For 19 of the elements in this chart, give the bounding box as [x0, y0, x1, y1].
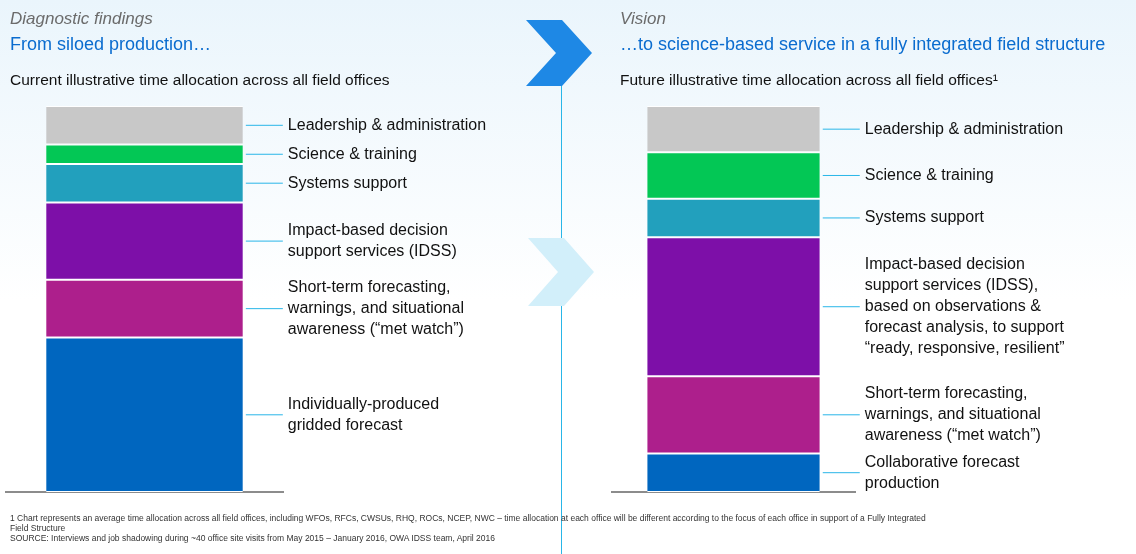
chart-title: Vision	[620, 9, 666, 29]
source-note: SOURCE: Interviews and job shadowing during ~40 office site visits from May 2015 – January 2016, OWA IDSS team, April 2016	[10, 533, 496, 543]
chart-title: Diagnostic findings	[10, 9, 153, 29]
text: Systems support	[287, 173, 408, 191]
text: Short-term forecasting, warnings, and situational awareness (“met watch”)	[863, 384, 1041, 444]
text: Impact-based decision support services (IDSS)	[287, 221, 457, 260]
text: Short-term forecasting, warnings, and situational awareness (“met watch”)	[286, 278, 464, 338]
text: Leadership & administration	[864, 119, 1064, 137]
text: …to science-based service in a fully integrated field structure	[620, 34, 1106, 55]
text: Systems support	[864, 208, 985, 226]
text: Future illustrative time allocation across all field offices¹	[620, 71, 998, 89]
text: Science & training	[287, 144, 417, 162]
text: Individually-produced gridded forecast	[287, 394, 440, 433]
text: Collaborative forecast production	[864, 452, 1021, 491]
text: Current illustrative time allocation across all field offices	[10, 71, 390, 89]
text: Leadership & administration	[287, 115, 487, 133]
text: Impact-based decision support services (IDSS), based on observations & forecast analysis, to support “ready, responsive, resilient”	[864, 255, 1065, 357]
chart-subtitle: From siloed production…	[10, 34, 212, 55]
text: Science & training	[864, 165, 994, 183]
